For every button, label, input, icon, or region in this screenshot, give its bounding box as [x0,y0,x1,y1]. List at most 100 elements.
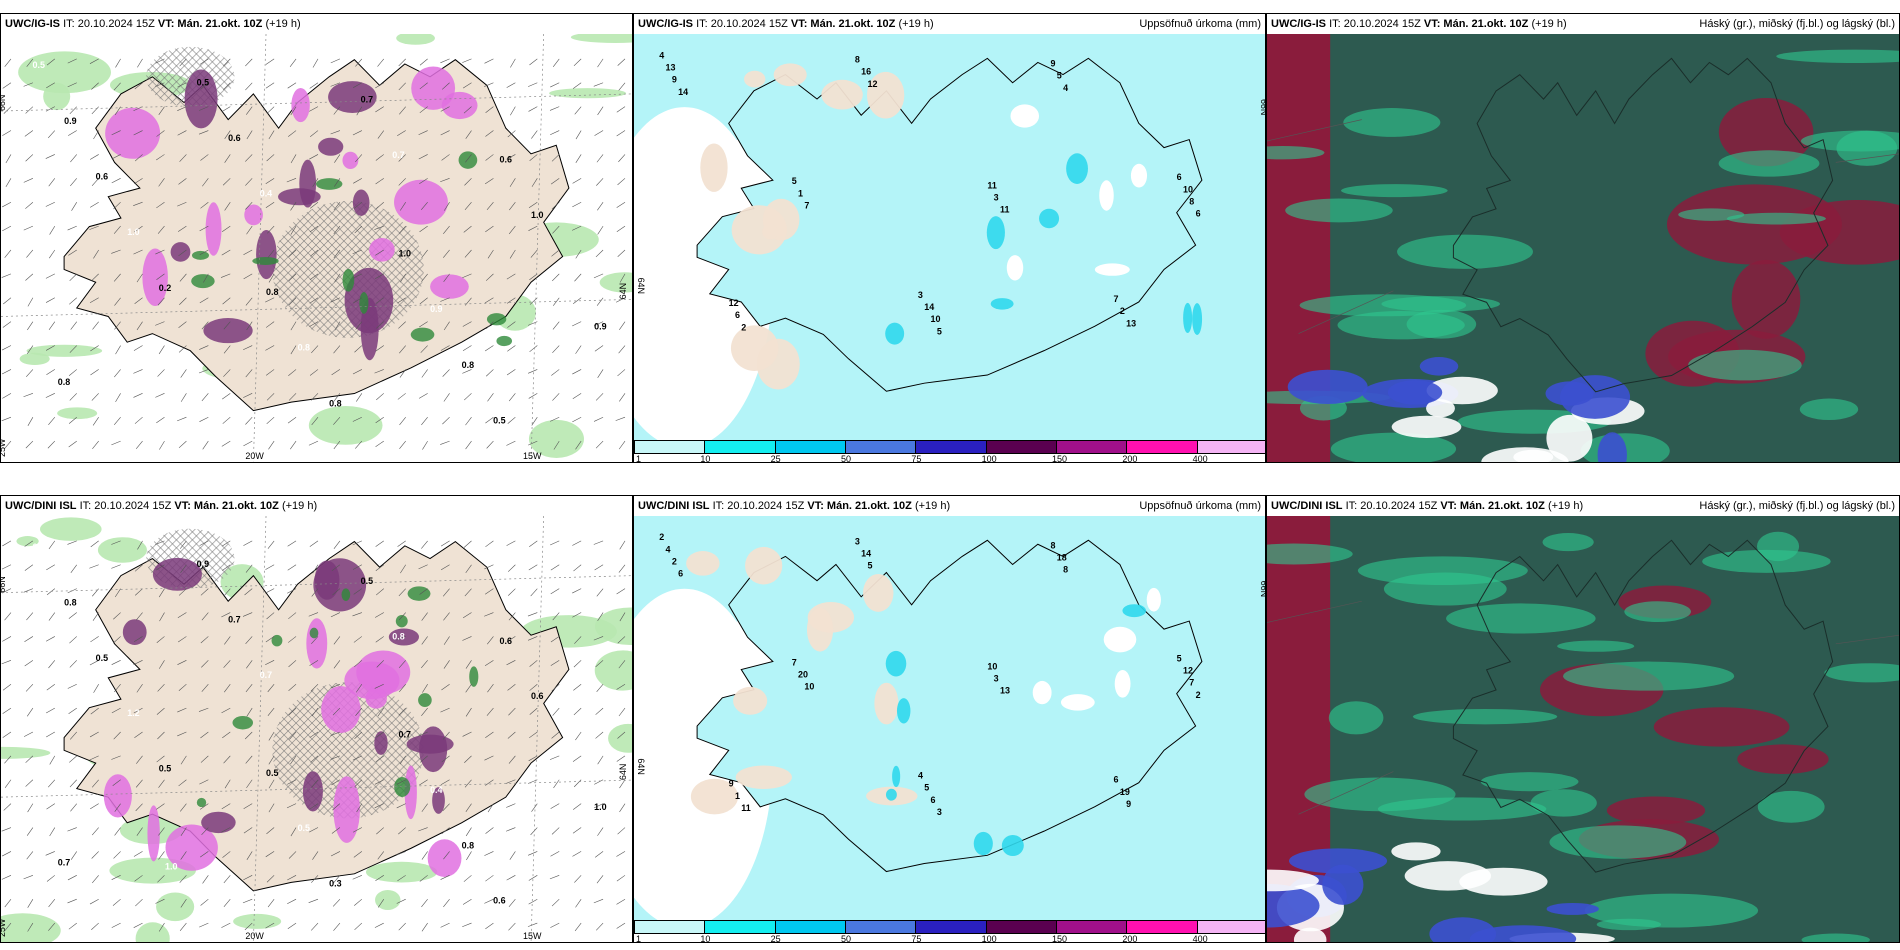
wind-barb [375,636,384,643]
mid-cloud-area [1343,108,1441,137]
wind-barb [619,612,626,622]
wind-barb [464,755,472,763]
wind-barb [133,851,143,857]
mid-cloud-area [1702,549,1831,573]
wind-barb [528,875,538,881]
wind-barb [572,588,582,594]
low-cloud-area [1545,381,1594,406]
wind-barb [23,588,34,593]
wind-barb [528,440,538,446]
wind-barb [4,779,12,788]
border-line [1298,290,1394,334]
mid-cloud-area [1549,825,1687,859]
precip-amount: 8 [1063,565,1068,575]
wind-barb [224,779,231,789]
wind-barb [69,393,77,401]
wind-barb [311,588,319,597]
wind-barb [551,369,560,376]
mid-cloud-area [1267,543,1353,565]
wind-barb [531,178,538,187]
wind-barb [91,922,99,930]
wind-barb [26,612,34,621]
wind-barb [444,202,450,211]
wind-barb [46,588,56,596]
wind-barb [5,178,12,188]
panel-header: UWC/DINI ISL IT: 20.10.2024 15Z VT: Mán.… [1,496,632,516]
precip-type-svg: 66N 64N 20W 15W 25W 0.8 0.5 0.6 1.0 0.7 0.8 0.5 0.6 0… [1,516,632,942]
wind-barb [200,636,209,644]
wind-barb [114,827,121,836]
wind-barb [551,154,560,162]
wind-barb [485,154,494,161]
wind-barb [508,922,516,931]
wind-barb [397,297,406,304]
wind-barb [68,369,77,377]
wind-barb [288,249,297,257]
wind-barb [486,440,494,449]
precip-amount: 19 [1120,787,1130,797]
wind-barb [45,393,55,398]
legend-label: 10 [700,934,711,943]
precip-cell [122,619,147,646]
wind-barb [180,851,187,860]
wind-barb [375,731,384,738]
wind-barb [133,345,143,351]
precip-area [396,34,435,45]
wind-barb [310,755,319,763]
precip-value: 0.9 [430,304,442,314]
wind-barb [179,58,187,67]
wind-barb [2,851,12,857]
wind-barb [111,440,121,446]
wind-barb [352,540,362,546]
wind-barb [616,898,626,905]
wind-barb [222,851,231,858]
lead-time: (+19 h) [1547,500,1584,512]
wind-barb [92,417,99,426]
wind-barb [355,154,363,163]
wind-barb [484,58,494,64]
wind-barb [223,82,231,91]
wind-barb [397,875,406,882]
precip-value: 1.0 [399,249,411,259]
wind-barb [93,249,99,259]
precip-cell [365,687,387,709]
precip-value: 0.7 [228,615,240,625]
legend-label: 1 [636,454,642,463]
wind-barb [90,636,99,643]
panel-title: Háský (gr.), miðský (fj.bl.) og lágský (… [1699,500,1895,512]
wind-barb [529,540,538,547]
low-precip-area [866,71,905,119]
wind-barb [243,875,253,881]
wind-barb [111,922,121,928]
wind-barb [45,851,55,856]
wind-barb [421,369,428,378]
wind-barb [527,612,538,617]
wind-barb [440,440,450,445]
precip-value: 0.5 [165,381,177,391]
wind-barb [398,82,406,91]
wind-barb [288,130,297,137]
precip-amount: 2 [741,322,746,332]
wind-barb [376,827,384,835]
precip-amount: 9 [729,779,734,789]
wind-barb [465,417,472,426]
wind-barb [46,707,55,714]
wind-barb [506,540,516,546]
model-name: UWC/IG-IS [5,18,60,30]
wind-barb [3,106,12,114]
wind-barb [25,273,34,281]
wind-barb [265,178,275,184]
precip-cell [277,188,321,206]
wind-barb [111,875,121,880]
precip-cell [432,787,445,814]
wind-barb [68,249,77,256]
wind-barb [397,540,406,547]
lat-label: 64N [618,764,628,780]
wind-barb [221,106,231,113]
wind-barb [508,393,516,402]
wind-barb [93,684,99,693]
precip-amount: 6 [1177,172,1182,182]
precip-amount: 3 [918,290,923,300]
wind-barb [509,178,516,187]
wind-barb [265,636,275,643]
